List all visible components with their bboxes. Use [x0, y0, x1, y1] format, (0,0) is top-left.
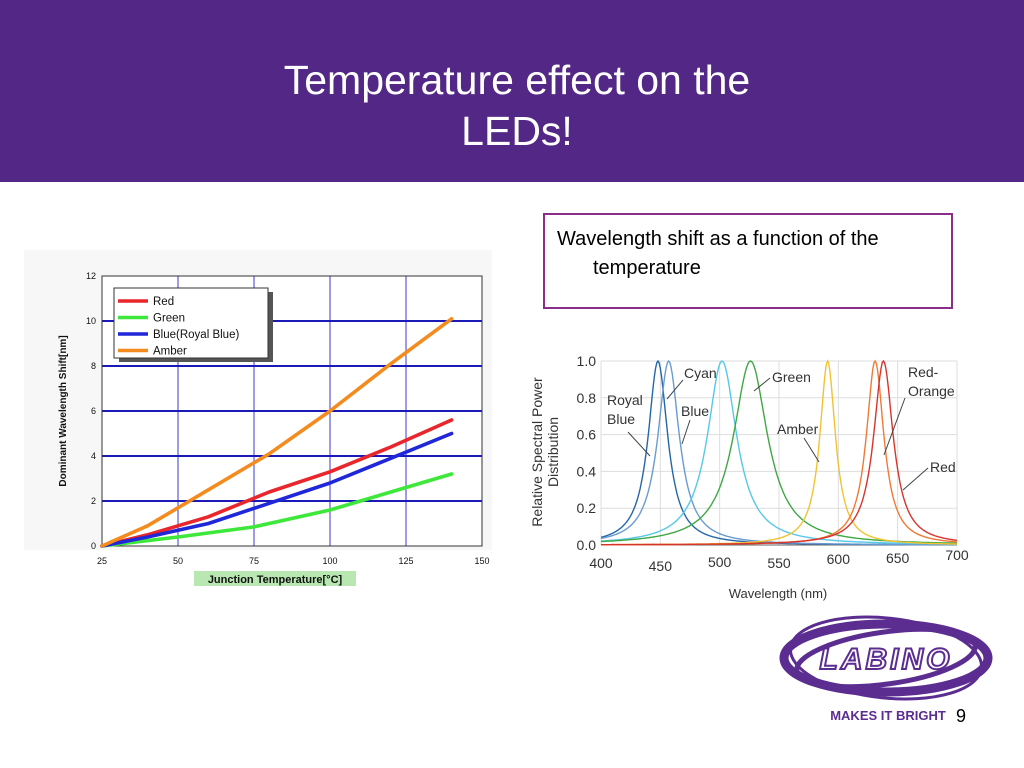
chart2-annotation-red-orange: Red- Orange	[908, 364, 955, 399]
chart2-annotation-blue-leader	[681, 419, 691, 445]
chart1-series-line-amber	[100, 317, 454, 548]
chart2-annotation-royal-blue-leader	[627, 431, 651, 457]
chart1-y-tick-label: 2	[91, 496, 96, 506]
chart1-x-axis-title: Junction Temperature[°C]	[208, 574, 343, 586]
chart1-series-line-red	[100, 418, 454, 548]
page-number: 9	[955, 706, 966, 726]
chart2-annotation-green-line: Green	[772, 369, 811, 385]
chart2-x-tick-label: 700	[945, 547, 969, 563]
chart2-annotation-green: Green	[772, 369, 811, 385]
chart1-y-axis-title: Dominant Wavelength Shift[nm]	[58, 335, 69, 486]
chart2-annotation-amber: Amber	[777, 421, 819, 437]
chart1-x-tick-label: 50	[173, 556, 183, 566]
chart2-y-tick-label: 0.2	[577, 500, 597, 516]
chart2-annotation-red-orange-line: Red-	[908, 364, 939, 380]
logo-tagline: MAKES IT BRIGHT	[830, 708, 946, 723]
chart1-legend-label: Green	[153, 313, 185, 325]
chart2-y-axis-title: Relative Spectral PowerDistribution	[529, 377, 561, 527]
chart2-annotation-red-orange-leader	[883, 397, 906, 456]
chart2-annotation-blue-line: Blue	[681, 403, 709, 419]
chart2-y-tick-label: 0.4	[577, 463, 597, 479]
chart2-y-tick-label: 0.8	[577, 390, 597, 406]
chart2-y-tick-label: 0.6	[577, 427, 597, 443]
chart2-x-tick-label: 600	[827, 551, 851, 567]
callout-text: Wavelength shift as a function of the te…	[557, 228, 879, 279]
chart1-y-tick-label: 8	[91, 361, 96, 371]
chart2-y-tick-label: 0.0	[577, 537, 597, 553]
slide-title-line-2: LEDs!	[461, 108, 573, 154]
chart2-annotation-red-leader	[902, 467, 929, 491]
chart2-annotation-royal-blue-line: Royal	[607, 392, 643, 408]
chart2-annotation-red-line: Red	[930, 459, 956, 475]
chart2-x-tick-label: 550	[767, 555, 791, 571]
chart2-annotation-blue: Blue	[681, 403, 709, 419]
chart1-legend: Red Green Blue(Royal Blue) Amber	[113, 287, 273, 362]
logo-swoosh	[779, 615, 993, 701]
chart2-annotation-cyan: Cyan	[684, 365, 717, 381]
chart2-x-tick-label: 500	[708, 554, 732, 570]
chart2-y-axis-title-line-1: Relative Spectral Power	[529, 377, 545, 527]
chart2-y-axis-title-line-2: Distribution	[545, 417, 561, 487]
callout-box: Wavelength shift as a function of the te…	[543, 213, 953, 309]
chart2-annotation-amber-line: Amber	[777, 421, 819, 437]
chart1-y-tick-label: 6	[91, 406, 96, 416]
chart2-annotation-green-leader	[753, 377, 771, 392]
chart2-annotation-amber-leader	[803, 437, 820, 463]
chart1-x-axis-title-highlight	[194, 571, 356, 586]
chart2-series-curve-red	[601, 359, 958, 546]
chart1-legend-label: Amber	[153, 346, 187, 358]
chart2-annotation-red: Red	[930, 459, 956, 475]
chart1-x-tick-label: 125	[398, 556, 413, 566]
chart1-x-tick-label: 150	[474, 556, 489, 566]
slide-title: Temperature effect on the LEDs!	[112, 55, 922, 157]
logo-brand-text: LABINO	[820, 643, 953, 676]
chart2-x-tick-label: 650	[886, 550, 910, 566]
chart2-x-tick-label: 450	[649, 558, 673, 574]
chart2-x-tick-label: 400	[589, 555, 613, 571]
chart1-y-tick-label: 12	[86, 271, 96, 281]
chart1-series-line-green	[100, 472, 454, 548]
chart1-y-tick-label: 0	[91, 541, 96, 551]
chart2-annotation-royal-blue-line: Blue	[607, 411, 635, 427]
chart2-annotation-cyan-leader	[666, 379, 684, 400]
chart1-x-tick-label: 75	[249, 556, 259, 566]
title-banner: Temperature effect on the LEDs!	[0, 0, 1024, 182]
chart2-series-curve-cyan	[600, 360, 958, 545]
chart1-y-tick-label: 4	[91, 451, 96, 461]
chart2-annotation-red-orange-line: Orange	[908, 383, 955, 399]
chart1-x-tick-label: 100	[322, 556, 337, 566]
chart1-y-tick-label: 10	[86, 316, 96, 326]
chart1-x-axis-title-group: Junction Temperature[°C]	[194, 571, 356, 586]
slide-title-line-1: Temperature effect on the	[283, 57, 751, 103]
chart1-series-line-blue-royal-blue	[100, 431, 454, 548]
chart2-x-axis-title: Wavelength (nm)	[729, 586, 828, 601]
chart2-annotation-royal-blue: Royal Blue	[607, 392, 643, 427]
chart1-frame	[101, 275, 483, 547]
chart2-annotation-cyan-line: Cyan	[684, 365, 717, 381]
labino-logo: LABINO MAKES IT BRIGHT	[779, 615, 993, 723]
chart2-y-tick-label: 1.0	[577, 353, 597, 369]
chart1-legend-label: Blue(Royal Blue)	[153, 329, 239, 341]
chart1-x-tick-label: 25	[97, 556, 107, 566]
chart1-legend-label: Red	[153, 296, 174, 308]
